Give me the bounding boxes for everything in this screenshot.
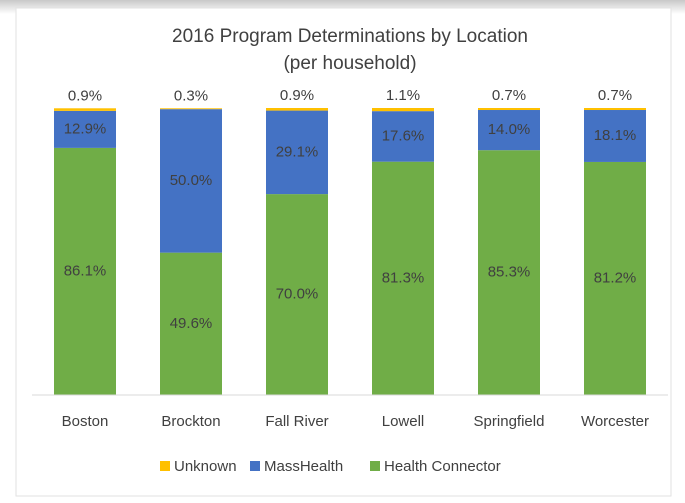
- data-label: 29.1%: [276, 143, 319, 160]
- bar-segment: [160, 108, 222, 110]
- data-label: 81.2%: [594, 269, 637, 286]
- bar-segment: [54, 108, 116, 111]
- bar-segment: [266, 194, 328, 395]
- legend-swatch: [370, 461, 380, 471]
- data-label: 17.6%: [382, 127, 425, 144]
- bar-segment: [266, 108, 328, 111]
- bar-segment: [478, 110, 540, 151]
- bar-segment: [372, 161, 434, 395]
- bar-segment: [584, 108, 646, 111]
- data-label: 70.0%: [276, 286, 319, 303]
- bar-segment: [372, 108, 434, 112]
- bar-segment: [54, 110, 116, 148]
- legend-label: Unknown: [174, 458, 237, 475]
- bar-segment: [584, 161, 646, 395]
- bar-segment: [372, 111, 434, 162]
- data-label: 14.0%: [488, 121, 531, 138]
- data-label: 86.1%: [64, 262, 107, 279]
- x-tick-label: Worcester: [581, 413, 649, 430]
- bar-segment: [160, 109, 222, 253]
- legend-swatch: [250, 461, 260, 471]
- x-tick-label: Lowell: [382, 413, 425, 430]
- data-label: 1.1%: [386, 87, 420, 104]
- chart-title: 2016 Program Determinations by Location: [172, 26, 528, 47]
- data-label: 0.9%: [68, 87, 102, 104]
- bar-segment: [478, 108, 540, 111]
- x-tick-label: Boston: [62, 413, 109, 430]
- bar-segment: [584, 110, 646, 162]
- x-tick-label: Springfield: [474, 413, 545, 430]
- x-tick-label: Fall River: [265, 413, 328, 430]
- legend-label: MassHealth: [264, 458, 343, 475]
- data-label: 50.0%: [170, 172, 213, 189]
- legend-swatch: [160, 461, 170, 471]
- chart-panel: [15, 7, 672, 497]
- data-label: 0.7%: [492, 87, 526, 104]
- data-label: 0.9%: [280, 87, 314, 104]
- data-label: 81.3%: [382, 269, 425, 286]
- bar-segment: [54, 147, 116, 395]
- bar-segment: [160, 252, 222, 395]
- data-label: 49.6%: [170, 315, 213, 332]
- bar-segment: [478, 150, 540, 395]
- chart-subtitle: (per household): [283, 53, 416, 74]
- data-label: 12.9%: [64, 120, 107, 137]
- data-label: 18.1%: [594, 127, 637, 144]
- x-tick-label: Brockton: [161, 413, 220, 430]
- bar-segment: [266, 110, 328, 195]
- data-label: 0.3%: [174, 87, 208, 104]
- legend-label: Health Connector: [384, 458, 501, 475]
- data-label: 0.7%: [598, 87, 632, 104]
- data-label: 85.3%: [488, 264, 531, 281]
